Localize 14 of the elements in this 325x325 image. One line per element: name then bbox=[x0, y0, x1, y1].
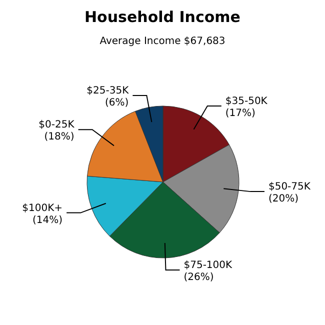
slice-label: $50-75K bbox=[268, 182, 311, 193]
chart-subtitle: Average Income $67,683 bbox=[98, 36, 226, 47]
data-label: (26%) bbox=[184, 272, 214, 283]
slice-label: $25-35K bbox=[86, 86, 130, 97]
slice-label: $75-100K bbox=[184, 260, 233, 271]
data-label: (17%) bbox=[225, 108, 256, 120]
slice-label: $100K+ bbox=[22, 202, 63, 214]
slice-label: $0-25K bbox=[38, 120, 75, 131]
data-label: (20%) bbox=[268, 194, 299, 205]
data-label: (18%) bbox=[44, 132, 74, 143]
chart-title: Household Income bbox=[84, 8, 242, 26]
slice-label: $35-50K bbox=[225, 96, 268, 108]
data-label: (14%) bbox=[32, 214, 63, 226]
data-label: (6%) bbox=[105, 98, 129, 109]
